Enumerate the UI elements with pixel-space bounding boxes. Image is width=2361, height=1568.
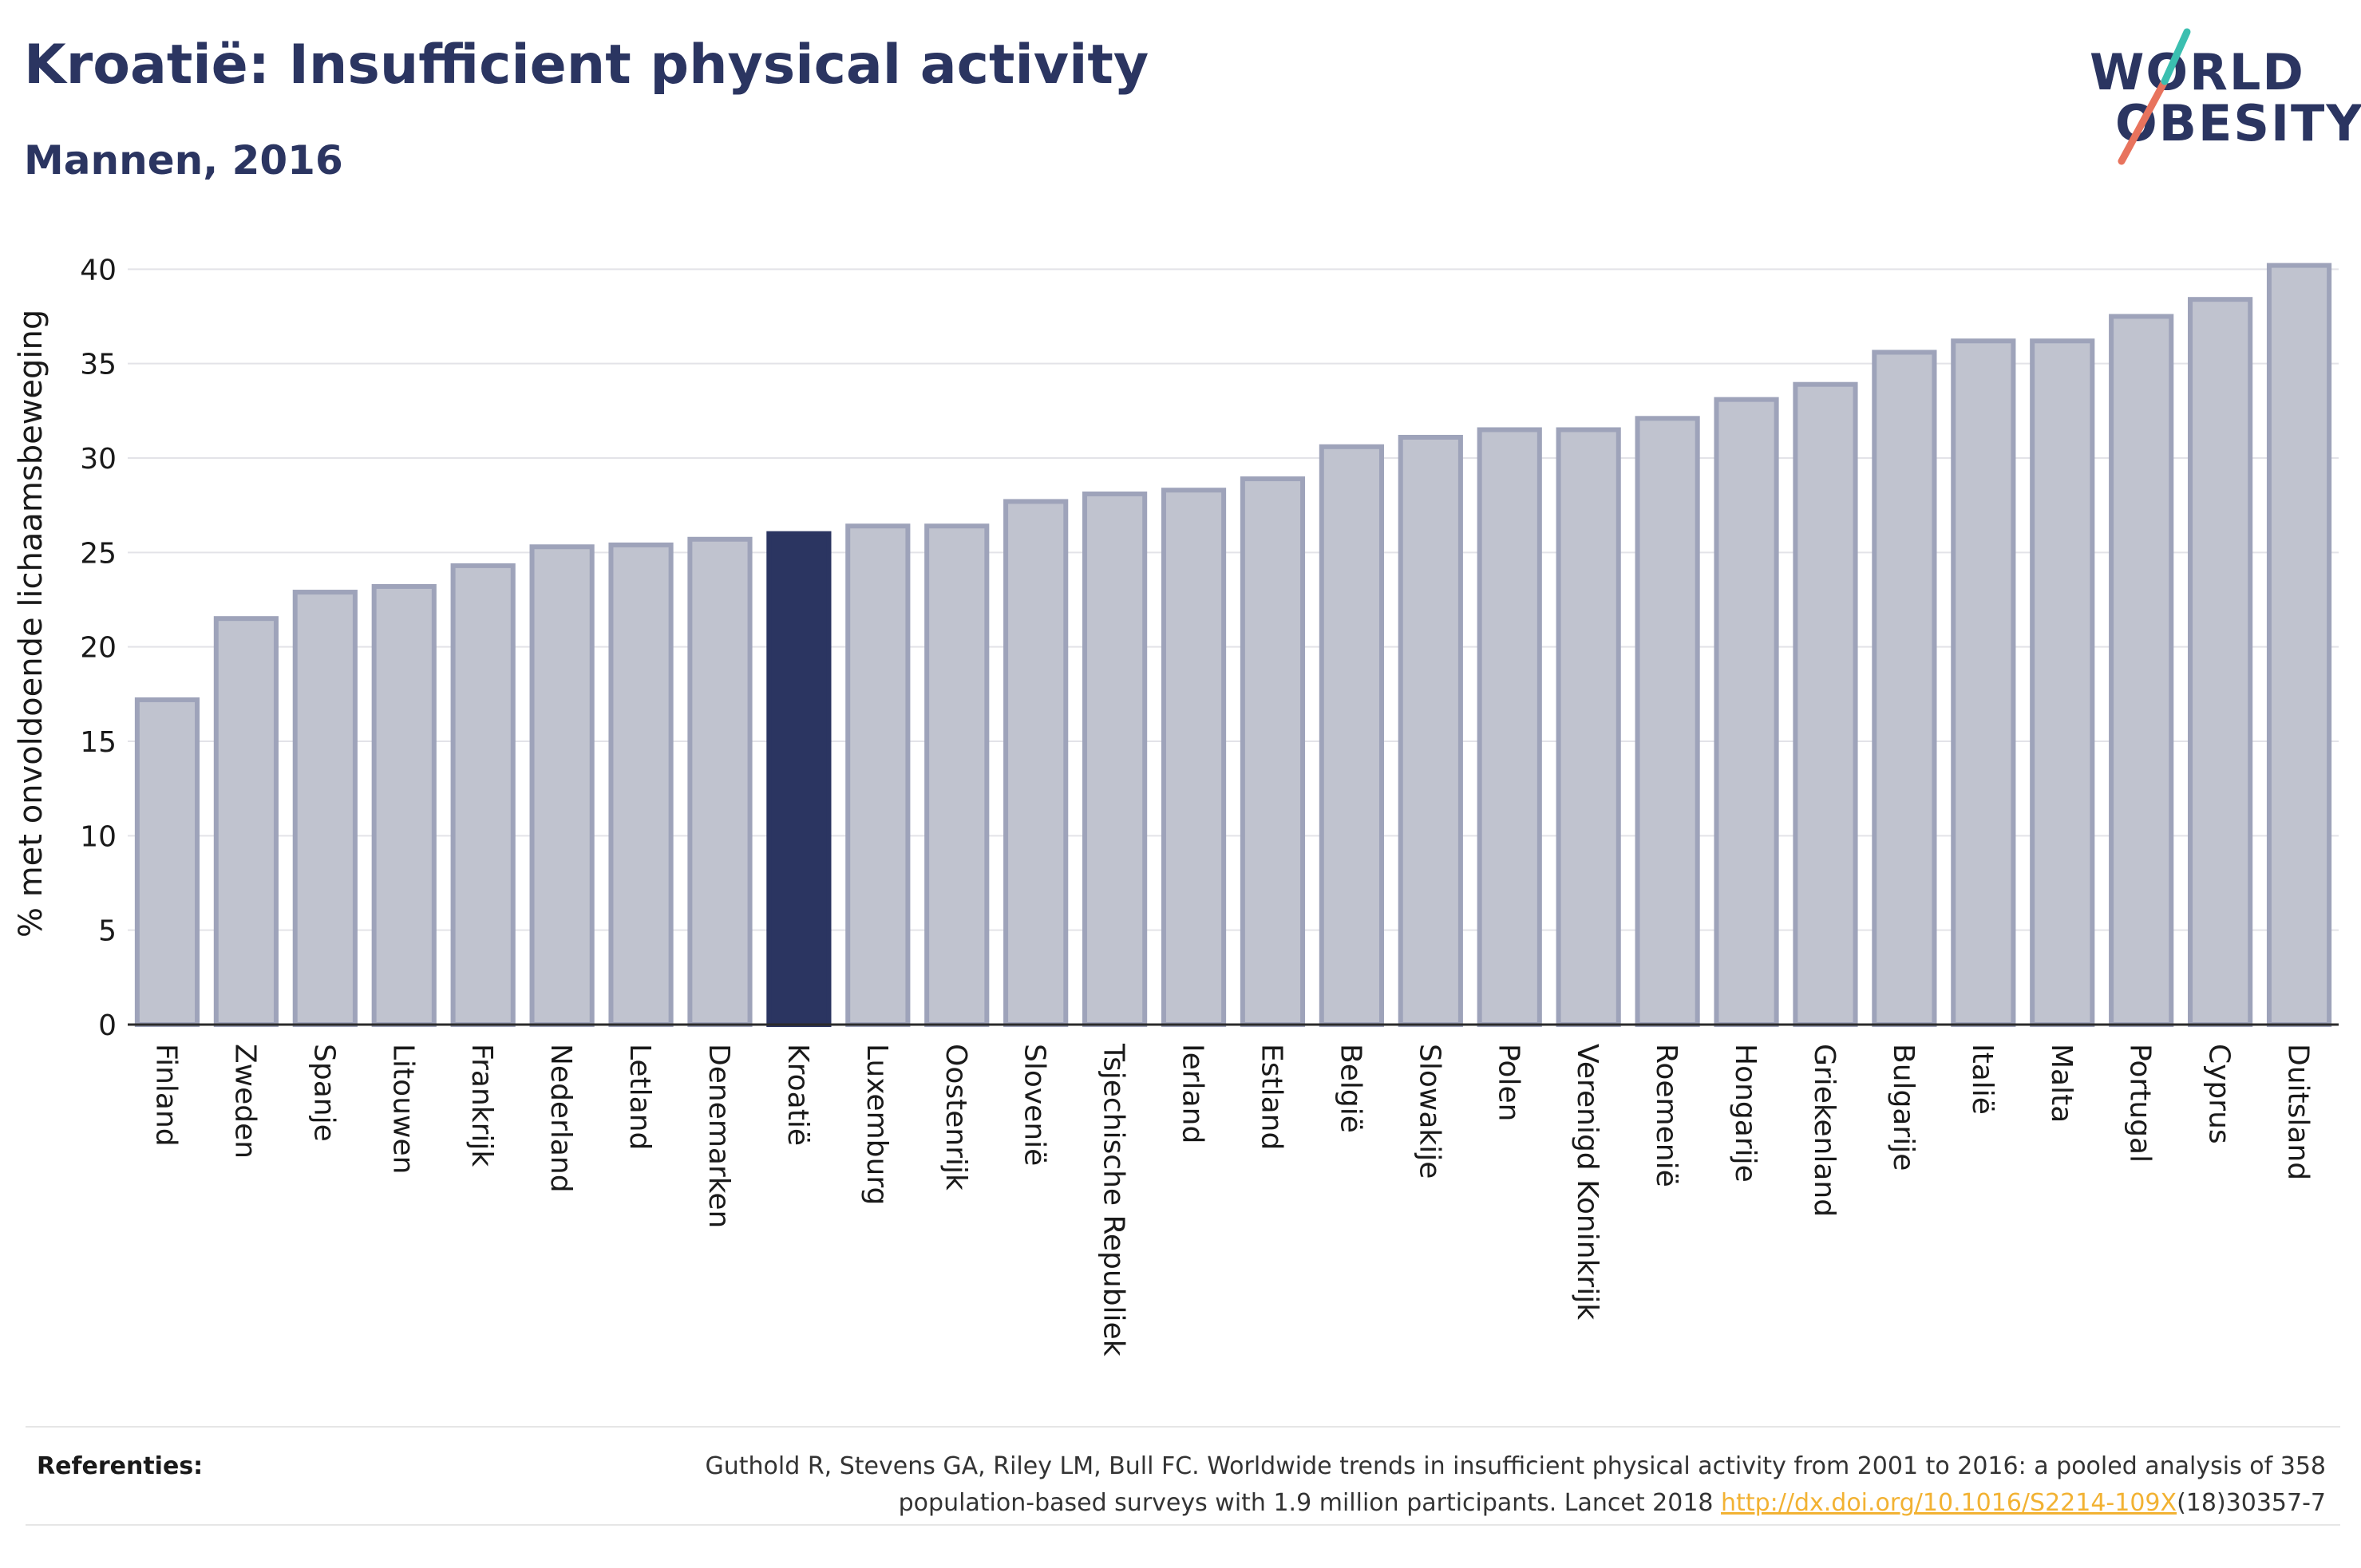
bar (1003, 499, 1069, 1027)
x-tick-label: Roemenië (1650, 1044, 1683, 1187)
y-tick-label: 15 (80, 726, 117, 759)
x-tick-label: Portugal (2124, 1044, 2157, 1163)
references-bottom-divider (26, 1524, 2340, 1526)
logo-word-world: WORLD (2090, 43, 2305, 101)
bar (1635, 416, 1700, 1027)
bar (2188, 297, 2253, 1027)
x-tick-label: Nederland (544, 1044, 577, 1193)
y-tick-label: 5 (98, 915, 117, 948)
x-tick-label: Polen (1492, 1044, 1525, 1121)
x-tick-label: Tsjechische Republiek (1097, 1043, 1130, 1357)
x-tick-label: Verenigd Koninkrijk (1571, 1044, 1604, 1320)
x-tick-label: Malta (2045, 1044, 2078, 1123)
bar (450, 563, 516, 1027)
references-suffix: (18)30357-7 (2177, 1489, 2326, 1517)
bar (1240, 476, 1306, 1027)
bar (1319, 444, 1384, 1027)
x-tick-label: Finland (149, 1044, 182, 1147)
chart-subtitle: Mannen, 2016 (24, 137, 343, 184)
x-tick-label: Kroatië (781, 1044, 814, 1146)
bar (1477, 427, 1542, 1027)
y-tick-label: 30 (80, 443, 117, 476)
x-tick-label: Estland (1255, 1044, 1287, 1150)
x-tick-label: Frankrijk (465, 1044, 498, 1167)
bar (2109, 314, 2174, 1027)
x-tick-label: Ierland (1177, 1044, 1209, 1143)
bar-highlighted (766, 531, 832, 1027)
bar (134, 697, 200, 1028)
y-tick-label: 20 (80, 632, 117, 665)
x-tick-label: Litouwen (386, 1044, 419, 1174)
bar (529, 544, 595, 1027)
references-line-2: population-based surveys with 1.9 millio… (898, 1489, 1714, 1517)
bar (1793, 381, 1858, 1027)
bar (687, 536, 753, 1027)
x-tick-label: Oostenrijk (939, 1044, 972, 1191)
bar (371, 583, 437, 1027)
x-tick-labels: Finland Zweden Spanje Litouwen Frankrijk Nede… (149, 1043, 2314, 1357)
x-tick-label: Slowakije (1413, 1044, 1445, 1179)
x-tick-label: Denemarken (702, 1044, 735, 1228)
bar (1161, 488, 1227, 1027)
world-obesity-logo: WORLD OBESITY (2075, 24, 2361, 168)
bar (292, 590, 358, 1027)
bar (608, 542, 674, 1028)
bar (1714, 397, 1779, 1027)
x-tick-label: Griekenland (1808, 1044, 1841, 1217)
bar (2030, 338, 2095, 1027)
references-top-divider (26, 1426, 2340, 1428)
x-tick-label: Duitsland (2282, 1044, 2315, 1180)
bar (1556, 427, 1621, 1027)
y-tick-label: 25 (80, 537, 117, 570)
x-tick-label: Slovenië (1018, 1044, 1051, 1166)
bar (2266, 263, 2332, 1028)
bars (128, 263, 2339, 1028)
references-label: Referenties: (37, 1452, 204, 1480)
x-tick-label: Italië (1966, 1044, 1999, 1115)
bar (1872, 350, 1937, 1027)
references-line-1: Guthold R, Stevens GA, Riley LM, Bull FC… (705, 1452, 2326, 1480)
bar (1398, 434, 1463, 1027)
bar (1951, 338, 2016, 1027)
y-tick-label: 40 (80, 254, 117, 286)
x-tick-label: Bulgarije (1887, 1044, 1920, 1171)
y-tick-label: 35 (80, 349, 117, 381)
chart-title: Kroatië: Insufficient physical activity (24, 34, 1149, 97)
y-tick-label: 10 (80, 820, 117, 853)
y-tick-label: 0 (98, 1009, 117, 1042)
x-tick-label: Cyprus (2203, 1044, 2236, 1144)
x-tick-label: Letland (623, 1044, 656, 1150)
logo-slash-icon (2118, 28, 2191, 165)
bar (1082, 491, 1148, 1027)
bar (924, 523, 990, 1027)
bar-chart: 0 5 10 15 20 25 30 35 40 Finland Zweden Spanje Lito… (80, 254, 2339, 1357)
references-doi-link[interactable]: http://dx.doi.org/10.1016/S2214-109X (1721, 1489, 2177, 1517)
x-tick-label: Zweden (228, 1044, 261, 1159)
x-tick-label: Luxemburg (860, 1044, 893, 1205)
x-tick-label: Spanje (307, 1044, 340, 1142)
y-tick-labels: 0 5 10 15 20 25 30 35 40 (80, 254, 117, 1042)
x-tick-label: Hongarije (1729, 1044, 1762, 1183)
x-tick-label: België (1334, 1044, 1366, 1133)
bar (845, 523, 911, 1027)
references-text: Guthold R, Stevens GA, Riley LM, Bull FC… (570, 1448, 2326, 1522)
bar (213, 616, 279, 1028)
